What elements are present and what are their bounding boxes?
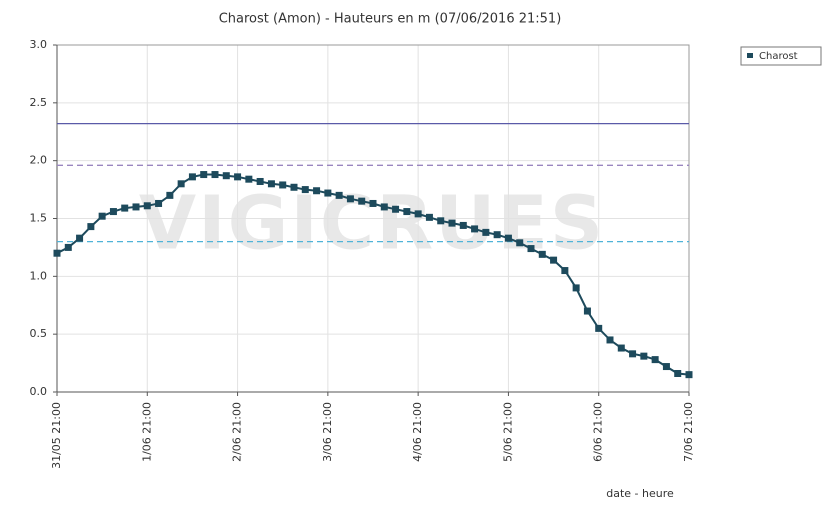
- data-point: [358, 197, 366, 205]
- y-tick-label: 0.5: [30, 327, 48, 340]
- y-tick-label: 1.0: [30, 269, 48, 282]
- data-point: [245, 175, 253, 183]
- data-point: [482, 228, 490, 236]
- x-tick-label: 4/06 21:00: [411, 402, 424, 462]
- data-point: [143, 202, 151, 210]
- data-point: [87, 223, 95, 231]
- data-point: [583, 307, 591, 315]
- legend-label: Charost: [759, 51, 798, 62]
- data-point: [392, 205, 400, 213]
- y-tick-label: 2.0: [30, 154, 48, 167]
- x-tick-label: 6/06 21:00: [592, 402, 605, 462]
- data-point: [301, 186, 309, 194]
- data-point: [640, 352, 648, 360]
- x-tick-label: 31/05 21:00: [50, 402, 63, 469]
- data-point: [346, 195, 354, 203]
- x-tick-label: 3/06 21:00: [321, 402, 334, 462]
- data-point: [132, 203, 140, 211]
- data-point: [685, 371, 693, 379]
- data-point: [538, 250, 546, 258]
- data-point: [188, 173, 196, 181]
- x-axis-label: date - heure: [606, 487, 674, 500]
- data-point: [335, 191, 343, 199]
- data-point: [369, 199, 377, 207]
- data-point: [437, 217, 445, 225]
- y-tick-label: 0.0: [30, 385, 48, 398]
- watermark: VIGICRUES: [139, 181, 605, 267]
- data-point: [425, 213, 433, 221]
- data-point: [166, 191, 174, 199]
- data-point: [313, 187, 321, 195]
- data-point: [222, 172, 230, 180]
- data-point: [267, 180, 275, 188]
- data-point: [98, 212, 106, 220]
- data-point: [211, 171, 219, 179]
- data-point: [606, 336, 614, 344]
- data-point: [177, 180, 185, 188]
- data-point: [662, 363, 670, 371]
- data-point: [234, 173, 242, 181]
- data-point: [64, 243, 72, 251]
- data-point: [527, 245, 535, 253]
- data-point: [448, 219, 456, 227]
- chart-title: Charost (Amon) - Hauteurs en m (07/06/20…: [219, 12, 562, 27]
- x-tick-label: 2/06 21:00: [231, 402, 244, 462]
- data-point: [561, 267, 569, 275]
- data-point: [516, 239, 524, 247]
- data-point: [414, 210, 422, 218]
- x-tick-label: 1/06 21:00: [140, 402, 153, 462]
- data-point: [380, 203, 388, 211]
- data-point: [629, 350, 637, 358]
- data-point: [200, 171, 208, 179]
- data-point: [504, 234, 512, 242]
- data-point: [403, 208, 411, 216]
- data-point: [493, 231, 501, 239]
- data-point: [290, 183, 298, 191]
- legend-marker: [747, 53, 753, 58]
- data-point: [76, 234, 84, 242]
- data-point: [121, 204, 129, 212]
- data-point: [572, 284, 580, 292]
- data-point: [256, 177, 264, 185]
- data-point: [109, 208, 117, 216]
- data-point: [617, 344, 625, 352]
- x-tick-label: 5/06 21:00: [501, 402, 514, 462]
- data-point: [651, 356, 659, 364]
- legend-box: [740, 46, 822, 66]
- data-point: [459, 221, 467, 229]
- data-point: [279, 181, 287, 189]
- y-tick-label: 3.0: [30, 38, 48, 51]
- data-point: [674, 369, 682, 377]
- data-point: [324, 189, 332, 197]
- y-tick-label: 1.5: [30, 212, 48, 225]
- data-point: [595, 324, 603, 332]
- data-point: [471, 225, 479, 233]
- x-tick-label: 7/06 21:00: [682, 402, 695, 462]
- data-point: [155, 199, 163, 207]
- y-tick-label: 2.5: [30, 96, 48, 109]
- data-point: [53, 249, 61, 257]
- data-point: [550, 256, 558, 264]
